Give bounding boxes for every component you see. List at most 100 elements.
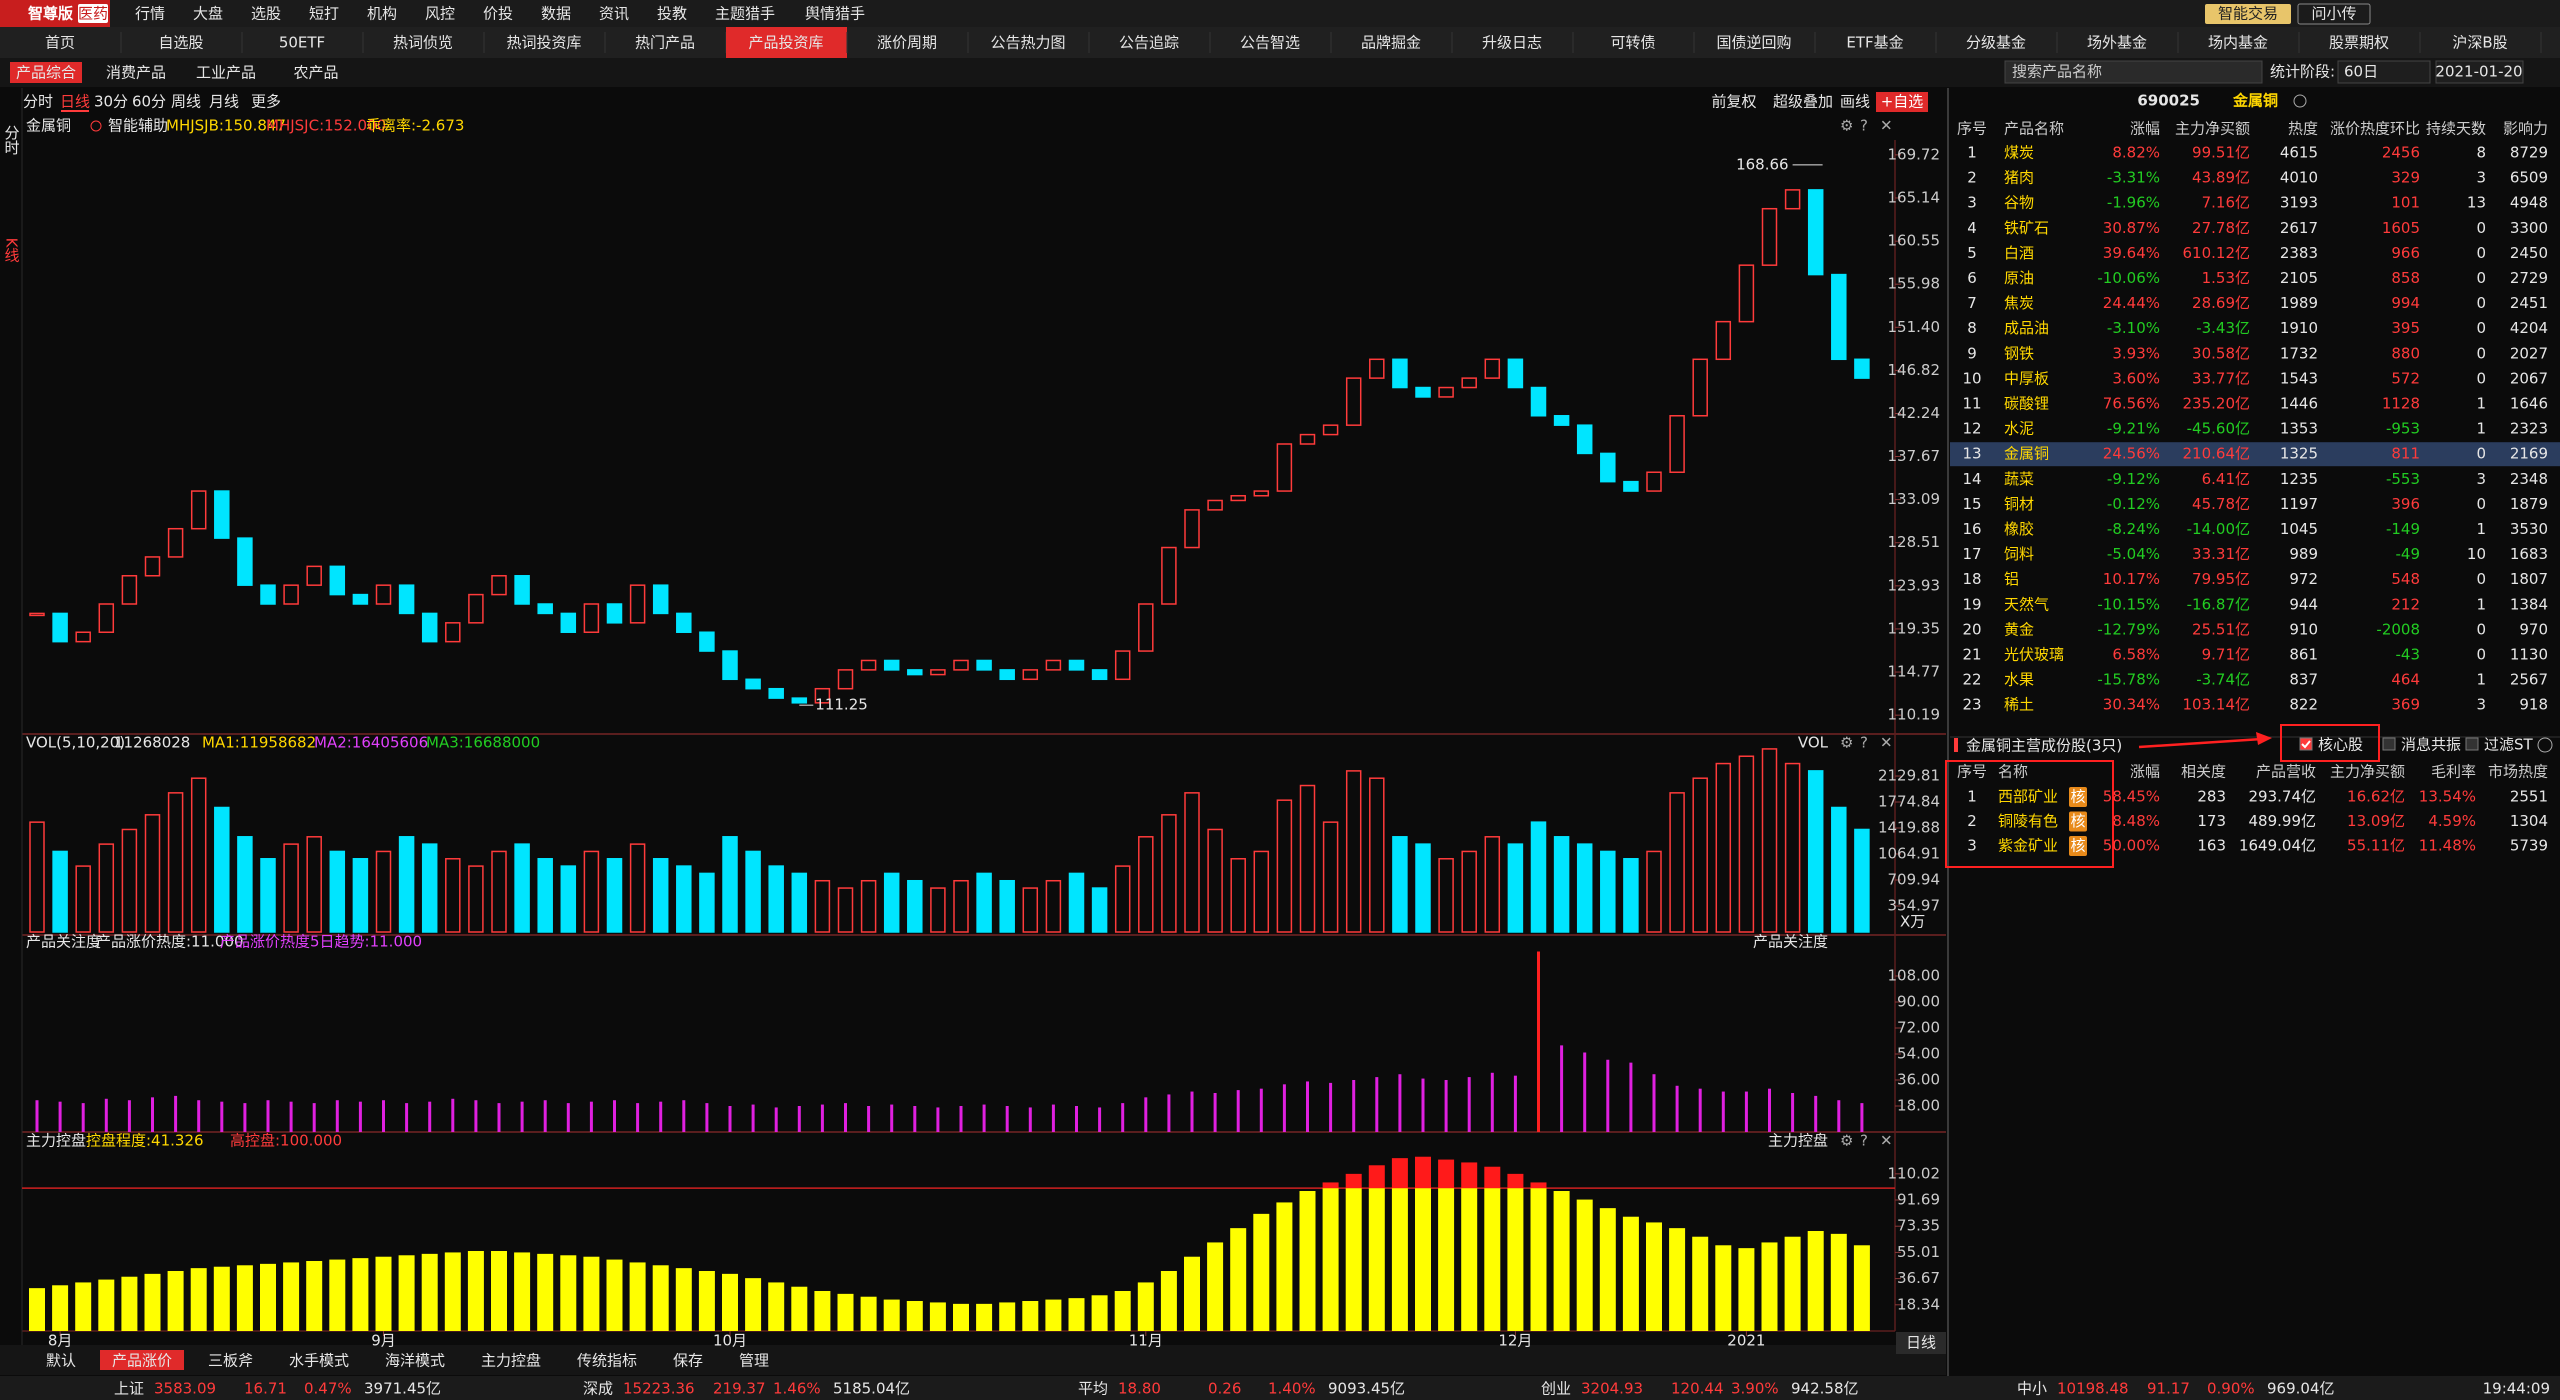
add-button[interactable]: +自选	[1881, 93, 1924, 111]
side-tab[interactable]: 分时	[3, 125, 21, 155]
period-button[interactable]: 60分	[132, 93, 166, 111]
table-cell[interactable]: 天然气	[2004, 595, 2049, 613]
tab[interactable]: 场外基金	[2087, 34, 2147, 52]
bottom-tab[interactable]: 管理	[739, 1352, 769, 1370]
bottom-right[interactable]: 日线	[1906, 1334, 1936, 1352]
tab[interactable]: 50ETF	[279, 34, 325, 52]
table-cell[interactable]: 铜材	[2004, 495, 2034, 513]
bottom-tab[interactable]: 水手模式	[289, 1352, 349, 1370]
table-cell[interactable]: 碳酸锂	[2004, 395, 2049, 413]
tab[interactable]: 分级基金	[1966, 34, 2026, 52]
settings-icon[interactable]: ⚙	[1840, 734, 1853, 752]
table-cell[interactable]: 光伏玻璃	[2004, 646, 2064, 664]
checkbox[interactable]	[2465, 737, 2479, 751]
period-button[interactable]: 日线	[60, 93, 90, 111]
table-cell[interactable]: 原油	[2004, 269, 2034, 287]
search-box[interactable]	[2004, 60, 2263, 84]
table-cell[interactable]: 钢铁	[2004, 344, 2034, 362]
tab[interactable]: 可转债	[1610, 34, 1655, 52]
period-button[interactable]: 分时	[23, 93, 53, 111]
menu-item[interactable]: 机构	[367, 5, 397, 23]
tab[interactable]: 场内基金	[2208, 34, 2268, 52]
date-box[interactable]	[2435, 60, 2524, 84]
menu-item[interactable]: 行情	[135, 5, 165, 23]
tab[interactable]: 首页	[45, 34, 75, 52]
table-cell[interactable]: 饲料	[2004, 545, 2034, 563]
table-cell[interactable]: 紫金矿业	[1998, 837, 2058, 855]
help-icon[interactable]: ?	[1860, 1132, 1868, 1150]
close-icon[interactable]: ✕	[1880, 117, 1893, 135]
bottom-tab[interactable]: 三板斧	[208, 1352, 253, 1370]
tab[interactable]: 品牌掘金	[1361, 34, 1421, 52]
period-button[interactable]: 30分	[94, 93, 128, 111]
assist-label[interactable]: 智能辅助	[108, 117, 168, 135]
menu-item[interactable]: 价投	[483, 5, 513, 23]
table-cell[interactable]: 铁矿石	[2004, 219, 2049, 237]
period-button[interactable]: 更多	[251, 93, 281, 111]
table-cell[interactable]: 蔬菜	[2004, 470, 2034, 488]
checkbox[interactable]	[2382, 737, 2396, 751]
table-cell[interactable]: 谷物	[2004, 194, 2034, 212]
tab[interactable]: 自选股	[158, 34, 203, 52]
subtab[interactable]: 产品综合	[16, 64, 76, 82]
menu-item[interactable]: 风控	[425, 5, 455, 23]
menu-item[interactable]: 主题猎手	[715, 5, 775, 23]
table-cell[interactable]: 成品油	[2004, 319, 2049, 337]
subtab[interactable]: 工业产品	[196, 64, 256, 82]
bottom-tab[interactable]: 传统指标	[577, 1352, 637, 1370]
menu-right[interactable]: 智能交易	[2218, 5, 2278, 23]
filter-label[interactable]: 消息共振	[2401, 736, 2461, 754]
tool-button[interactable]: 前复权	[1711, 93, 1756, 111]
help-icon[interactable]: ?	[1860, 734, 1868, 752]
tab[interactable]: 涨价周期	[877, 34, 937, 52]
close-icon[interactable]: ✕	[1880, 734, 1893, 752]
table-cell[interactable]: 铜陵有色	[1998, 812, 2058, 830]
period-button[interactable]: 周线	[171, 93, 201, 111]
tab[interactable]: 公告智选	[1240, 34, 1300, 52]
menu-item[interactable]: 舆情猎手	[805, 5, 865, 23]
checkbox[interactable]	[2299, 737, 2313, 751]
table-cell[interactable]: 猪肉	[2004, 169, 2034, 187]
settings-icon[interactable]: ⚙	[1840, 1132, 1853, 1150]
filter-label[interactable]: 核心股	[2318, 736, 2363, 754]
help-icon[interactable]: ?	[1860, 117, 1868, 135]
table-cell[interactable]: 煤炭	[2004, 144, 2034, 162]
menu-item[interactable]: 大盘	[193, 5, 223, 23]
tool-button[interactable]: 画线	[1840, 93, 1870, 111]
bottom-tab[interactable]: 海洋模式	[385, 1352, 445, 1370]
menu-item[interactable]: 资讯	[599, 5, 629, 23]
tab[interactable]: 升级日志	[1482, 34, 1542, 52]
tab[interactable]: 产品投资库	[748, 34, 823, 52]
subtab[interactable]: 消费产品	[106, 64, 166, 82]
table-cell[interactable]: 铝	[2004, 570, 2019, 588]
tool-button[interactable]: 超级叠加	[1773, 93, 1833, 111]
search-placeholder[interactable]: 搜索产品名称	[2012, 63, 2102, 81]
menu-item[interactable]: 选股	[251, 5, 281, 23]
date-value[interactable]: 2021-01-20	[2435, 63, 2522, 81]
subtab[interactable]: 农产品	[293, 64, 338, 82]
bottom-tab[interactable]: 产品涨价	[112, 1352, 172, 1370]
table-cell[interactable]: 金属铜	[2004, 445, 2049, 463]
tab[interactable]: 热词投资库	[506, 34, 581, 52]
table-cell[interactable]: 焦炭	[2004, 294, 2034, 312]
period-value[interactable]: 60日	[2344, 63, 2378, 81]
table-cell[interactable]: 西部矿业	[1998, 788, 2058, 806]
menu-item[interactable]: 投教	[657, 5, 687, 23]
tab[interactable]: 公告追踪	[1119, 34, 1179, 52]
side-tab[interactable]: K线	[3, 238, 21, 263]
table-cell[interactable]: 黄金	[2004, 620, 2034, 638]
table-cell[interactable]: 稀土	[2004, 696, 2034, 714]
tab[interactable]: 沪深B股	[2452, 34, 2507, 52]
period-select[interactable]	[2337, 60, 2431, 84]
menu-item[interactable]: 短打	[309, 5, 339, 23]
tab[interactable]: 热门产品	[635, 34, 695, 52]
tab[interactable]: 国债逆回购	[1716, 34, 1791, 52]
filter-label[interactable]: 过滤ST	[2484, 736, 2534, 754]
table-cell[interactable]: 水泥	[2004, 420, 2034, 438]
menu-item[interactable]: 数据	[541, 5, 571, 23]
tab[interactable]: ETF基金	[1846, 34, 1903, 52]
table-cell[interactable]: 橡胶	[2004, 520, 2034, 538]
table-cell[interactable]: 中厚板	[2004, 369, 2049, 387]
settings-icon[interactable]: ⚙	[1840, 117, 1853, 135]
tab[interactable]: 股票期权	[2329, 34, 2389, 52]
